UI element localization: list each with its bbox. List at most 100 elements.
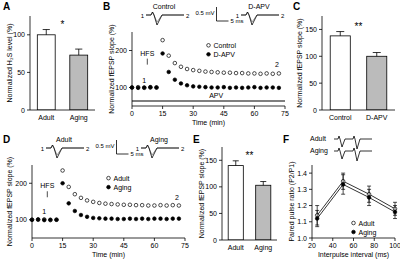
error-bar [393, 206, 397, 219]
legend-label: Adult [114, 175, 130, 182]
point [159, 217, 163, 221]
error-bar [75, 49, 82, 55]
point [67, 185, 71, 189]
category-label: Aging [254, 244, 272, 252]
x-axis [132, 106, 285, 107]
point [185, 83, 189, 87]
trace [141, 145, 179, 158]
legend-marker [207, 53, 211, 57]
point [341, 183, 345, 187]
point [234, 71, 238, 75]
point [191, 85, 195, 89]
point [104, 202, 108, 206]
line [317, 181, 395, 215]
point [155, 86, 159, 90]
point [179, 82, 183, 86]
y-tick-label: 50 [209, 210, 217, 217]
legend-label: Aging [114, 184, 132, 192]
drug-label: APV [209, 92, 223, 99]
x-tick-label: 100 [389, 242, 400, 249]
y-tick [309, 238, 312, 239]
point [155, 86, 159, 90]
y-tick [27, 72, 30, 73]
point [153, 217, 157, 221]
x-tick [62, 238, 63, 241]
point [240, 71, 244, 75]
y-axis-label: Normalized fEPSP slope (%) [198, 149, 206, 238]
point [161, 52, 165, 56]
hfs-arrow [147, 59, 148, 65]
point [271, 72, 275, 76]
error-bar [43, 30, 50, 35]
panel-label: D [3, 134, 10, 145]
scale-label: 0.5 mV [95, 143, 114, 149]
y-tick [27, 110, 30, 111]
point [198, 69, 202, 73]
point [73, 192, 77, 196]
hfs-arrow [47, 191, 48, 197]
point [210, 70, 214, 74]
point [271, 86, 275, 90]
point [36, 218, 40, 222]
x-tick [254, 106, 255, 109]
y-tick [309, 205, 312, 206]
x-tick [154, 238, 155, 241]
y-axis [312, 165, 313, 238]
point [222, 71, 226, 75]
x-tick [374, 238, 375, 241]
point [91, 216, 95, 220]
drug-bar [132, 100, 285, 101]
significance: ** [355, 21, 363, 32]
point [98, 216, 102, 220]
point [253, 85, 257, 89]
panel-label: E [193, 134, 200, 145]
point [128, 203, 132, 207]
x-tick [312, 238, 313, 241]
significance: * [61, 19, 65, 30]
x-tick [132, 106, 133, 109]
panel-label: B [103, 1, 110, 12]
point [393, 210, 397, 214]
point [146, 217, 150, 221]
y-tick [309, 173, 312, 174]
point [42, 218, 46, 222]
x-tick [32, 238, 33, 241]
x-tick [123, 238, 124, 241]
line [317, 184, 395, 218]
plot-area [330, 32, 387, 110]
point [228, 86, 232, 90]
y-tick [27, 34, 30, 35]
bar [70, 55, 88, 110]
point [136, 86, 140, 90]
error-bar [373, 53, 381, 57]
time-label: 2 [175, 194, 179, 201]
y-axis-label: Normalized fEPSP slope (%) [108, 24, 116, 113]
y-tick [219, 240, 222, 241]
x-tick-label: 40 [329, 242, 337, 249]
point [67, 202, 71, 206]
plot-area [30, 169, 180, 222]
y-tick-label: 1.3 [297, 186, 307, 193]
y-tick [309, 189, 312, 190]
inset-label: 2 [281, 13, 285, 19]
error-bar [367, 189, 371, 205]
y-tick-label: 1.2 [297, 202, 307, 209]
x-axis [322, 110, 395, 111]
category-label: Adult [38, 114, 54, 121]
point [149, 86, 153, 90]
point [177, 217, 181, 221]
point [146, 204, 150, 208]
point [136, 85, 140, 89]
point [171, 203, 175, 207]
y-tick-label: 100 [115, 84, 127, 91]
point [134, 203, 138, 207]
point [153, 204, 157, 208]
y-tick-label: 150 [305, 26, 317, 33]
y-tick [219, 213, 222, 214]
x-tick [93, 238, 94, 241]
legend-label: Control [214, 42, 237, 49]
plot-area [130, 38, 280, 89]
bar [256, 185, 271, 240]
y-tick [319, 110, 322, 111]
point [167, 54, 171, 58]
